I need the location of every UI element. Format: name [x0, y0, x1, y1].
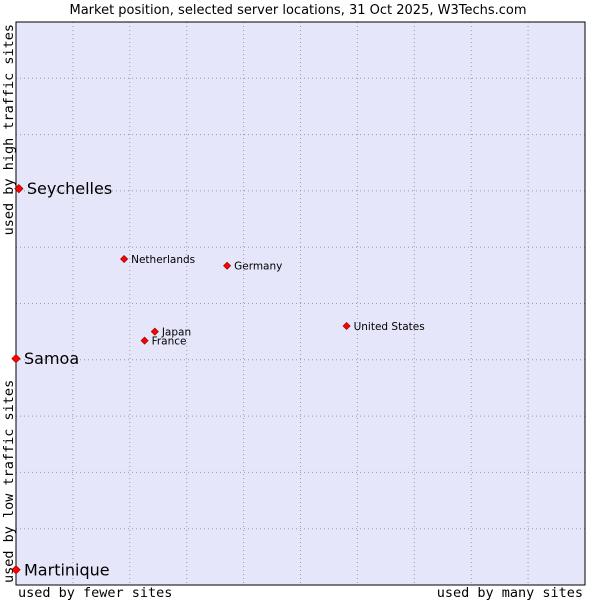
point-label-germany: Germany: [234, 261, 282, 273]
point-label-netherlands: Netherlands: [131, 254, 195, 266]
data-points: Seychelles Netherlands Germany United State…: [11, 179, 425, 579]
plot-border: [15, 21, 586, 586]
y-axis-label-top: used by high traffic sites: [1, 24, 17, 235]
point-marker-martinique: [11, 565, 21, 575]
point-label-france: France: [152, 335, 187, 347]
point-marker-germany: [223, 261, 232, 270]
chart-title: Market position, selected server locatio…: [69, 3, 526, 18]
point-label-martinique: Martinique: [24, 560, 110, 579]
point-label-japan: Japan: [161, 326, 191, 338]
point-label-united-states: United States: [354, 321, 425, 333]
y-axis-label-bottom: used by low traffic sites: [1, 380, 17, 583]
point-marker-japan: [150, 327, 159, 336]
x-axis-label-right: used by many sites: [437, 585, 583, 600]
grid-lines: [16, 22, 585, 585]
point-label-samoa: Samoa: [24, 349, 79, 368]
point-label-seychelles: Seychelles: [27, 179, 112, 198]
point-marker-seychelles: [14, 184, 24, 194]
point-marker-netherlands: [120, 254, 129, 264]
point-marker-samoa: [11, 354, 21, 364]
point-marker-united-states: [342, 321, 351, 331]
point-marker-france: [140, 336, 149, 345]
x-axis-label-left: used by fewer sites: [18, 585, 172, 600]
